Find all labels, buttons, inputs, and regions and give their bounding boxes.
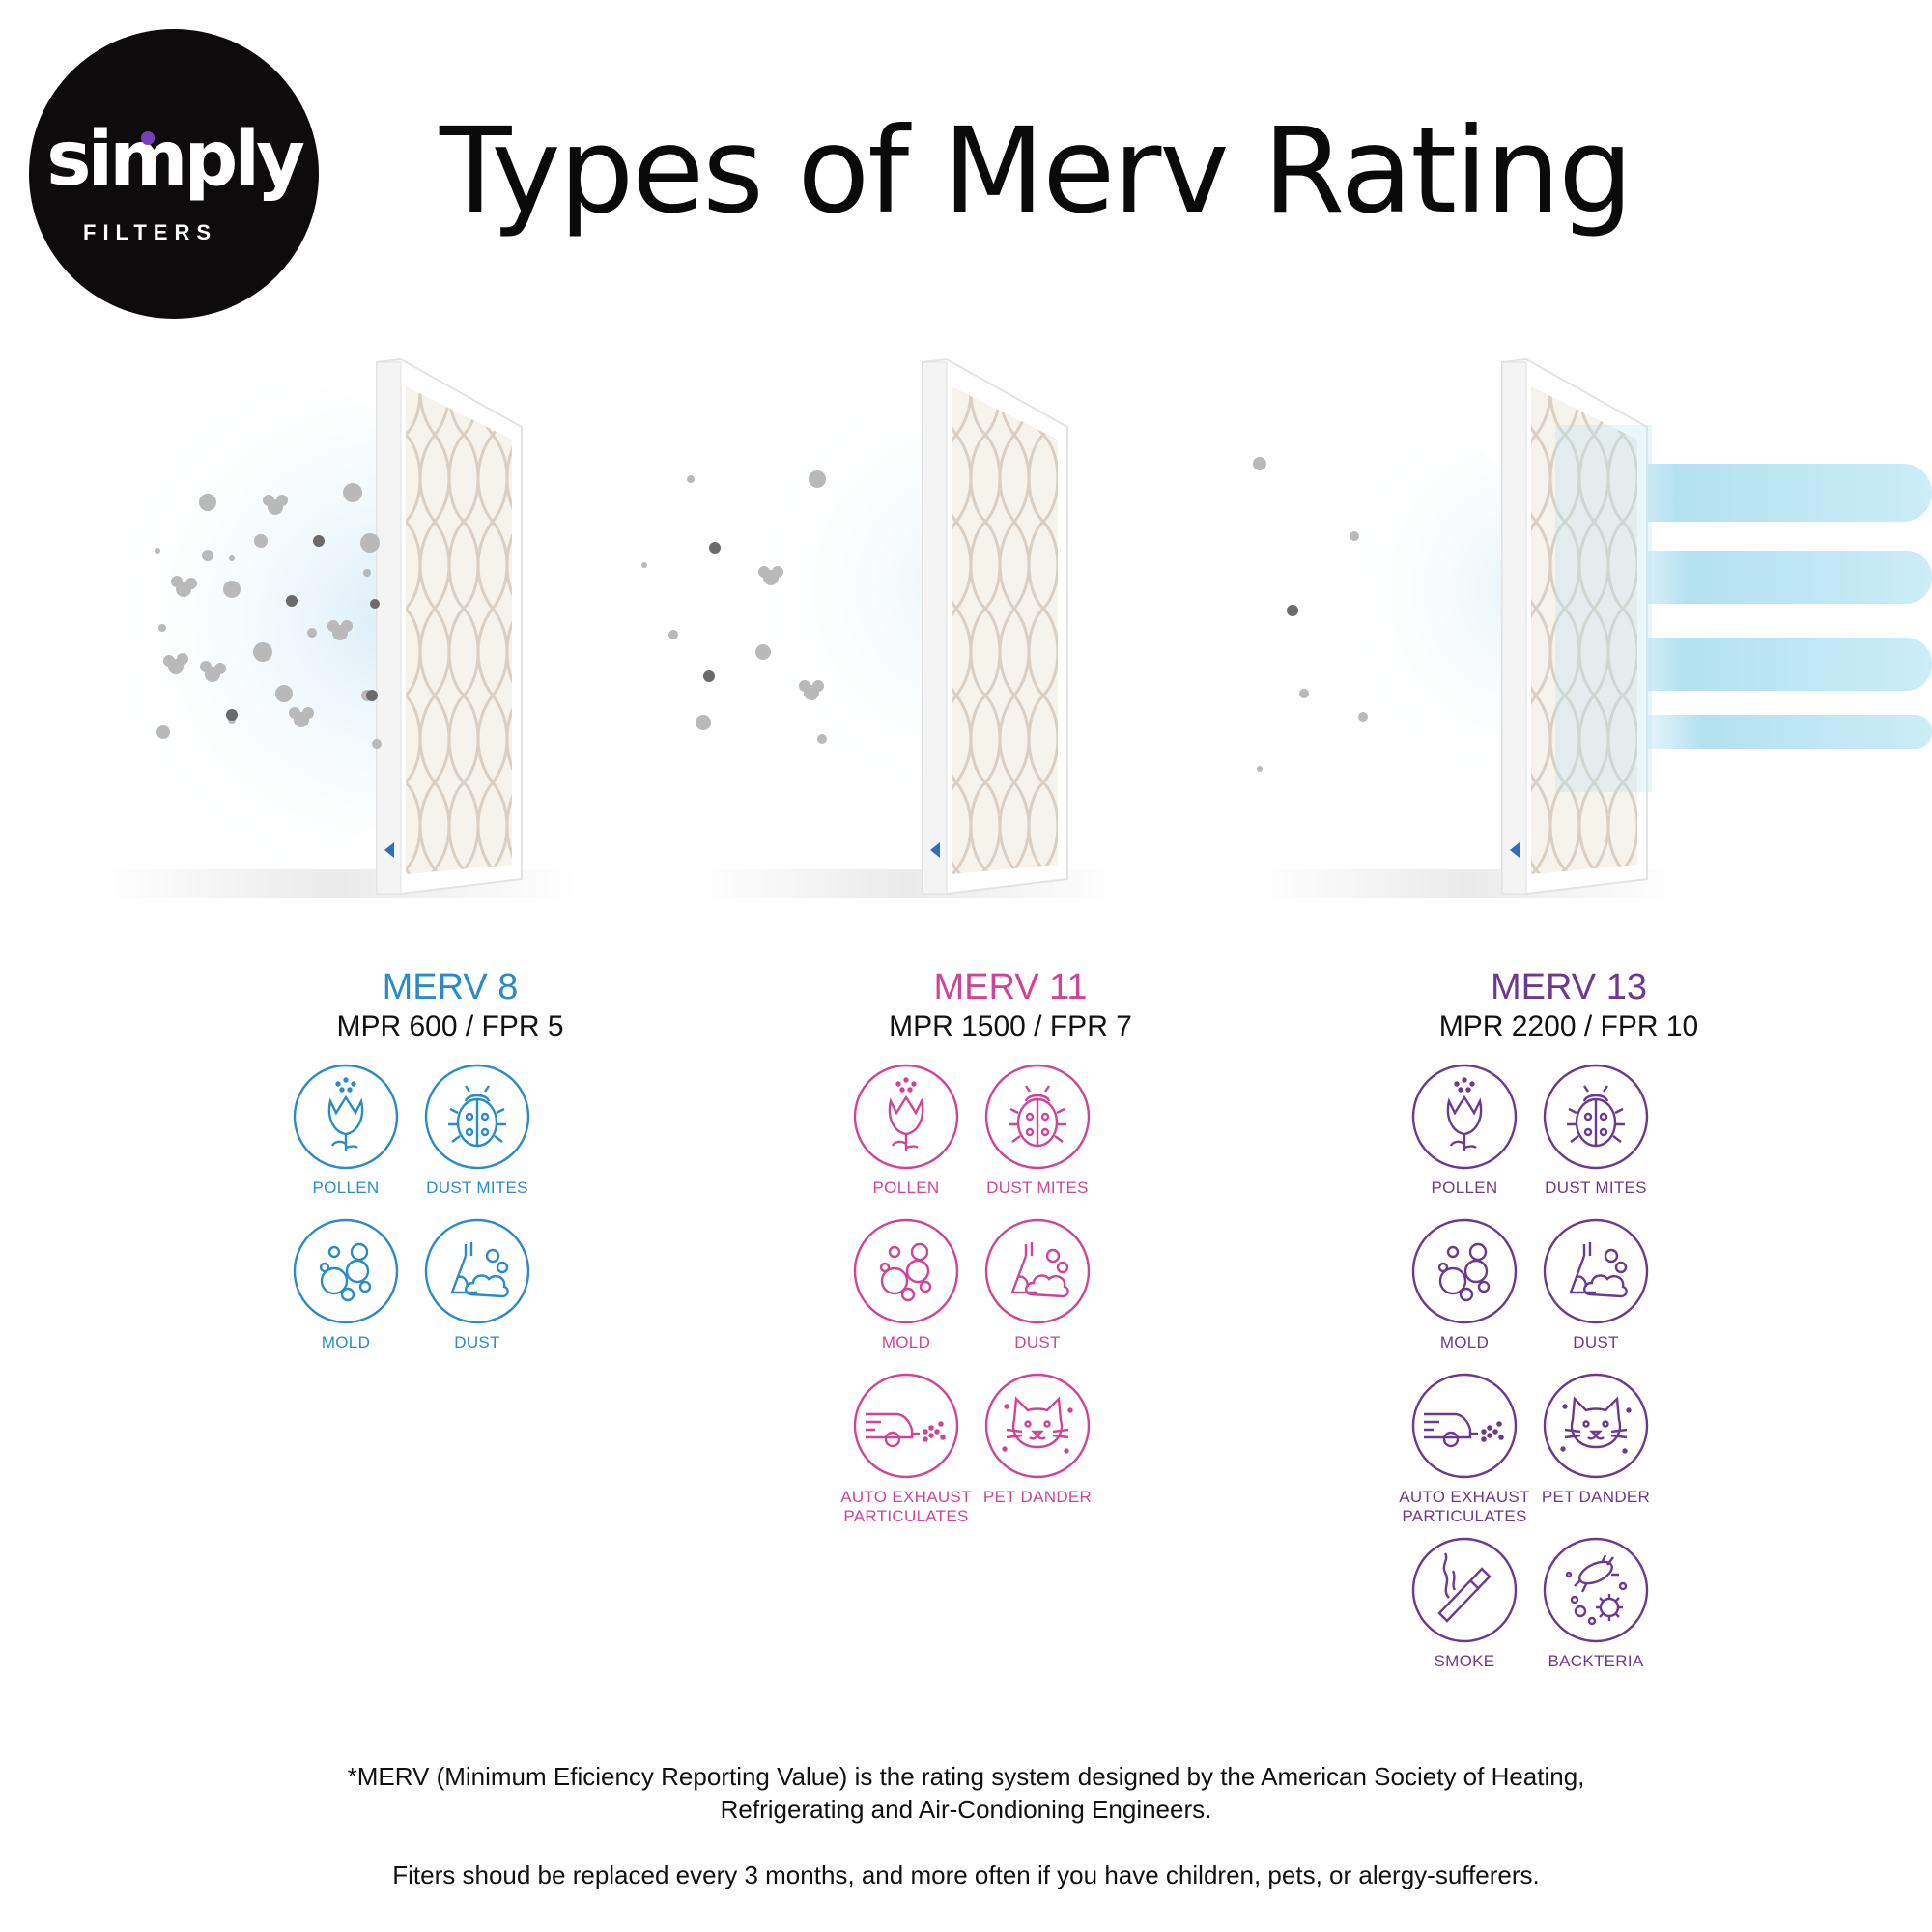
cat-icon (984, 1373, 1091, 1479)
contaminant-auto-exhaust: AUTO EXHAUST PARTICULATES (1387, 1372, 1542, 1526)
contaminant-pet-dander: PET DANDER (960, 1372, 1115, 1507)
contaminant-pet-dander: PET DANDER (1519, 1372, 1673, 1507)
contaminant-label: DUST (1573, 1333, 1619, 1351)
footnote-replacement: Fiters shoud be replaced every 3 months,… (392, 1861, 1540, 1889)
rating-title: MERV 13 (1491, 967, 1647, 1008)
tulip-icon (1411, 1064, 1518, 1170)
footnote-line: Refrigerating and Air-Condioning Enginee… (720, 1795, 1212, 1824)
rating-title: MERV 8 (382, 967, 519, 1008)
contaminant-auto-exhaust: AUTO EXHAUST PARTICULATES (829, 1372, 983, 1526)
rating-column-merv8: MERV 8 MPR 600 / FPR 5 POLLEN DUST MITES (247, 966, 653, 1351)
rating-subtitle: MPR 2200 / FPR 10 (1438, 1010, 1699, 1042)
ladybug-icon (424, 1064, 530, 1170)
contaminant-label: MOLD (321, 1333, 371, 1351)
contaminant-label: DUST (454, 1333, 500, 1351)
contaminant-label: PET DANDER (982, 1488, 1093, 1506)
contaminant-label: POLLEN (312, 1179, 380, 1197)
dust-icon (984, 1218, 1091, 1324)
ladybug-icon (1543, 1064, 1649, 1170)
footnote-line: *MERV (Minimum Eficiency Reporting Value… (347, 1762, 1585, 1791)
contaminant-dust-mites: DUST MITES (1519, 1063, 1673, 1198)
contaminant-label: PET DANDER (1541, 1488, 1651, 1506)
contaminant-mold: MOLD (269, 1217, 423, 1352)
cat-icon (1543, 1373, 1649, 1479)
contaminant-dust-mites: DUST MITES (400, 1063, 554, 1198)
contaminant-label: POLLEN (872, 1179, 940, 1197)
mold-icon (853, 1218, 959, 1324)
contaminant-label: SMOKE (1434, 1652, 1495, 1670)
contaminant-smoke: SMOKE (1387, 1536, 1542, 1671)
brand-logo-word: simply (46, 116, 305, 203)
contaminant-dust-mites: DUST MITES (960, 1063, 1115, 1198)
contaminant-label: DUST MITES (1545, 1179, 1647, 1197)
car-exhaust-icon (1411, 1373, 1518, 1479)
contaminant-dust: DUST (400, 1217, 554, 1352)
brand-logo-dot (141, 131, 155, 145)
brand-logo-sub: FILTERS (83, 220, 218, 244)
contaminant-mold: MOLD (829, 1217, 983, 1352)
rating-title: MERV 11 (933, 967, 1088, 1008)
page-title: Types of Merv Rating (440, 102, 1634, 240)
rating-subtitle: MPR 1500 / FPR 7 (889, 1010, 1132, 1042)
dust-icon (424, 1218, 530, 1324)
bacteria-icon (1543, 1537, 1649, 1643)
tulip-icon (853, 1064, 959, 1170)
contaminant-dust: DUST (960, 1217, 1115, 1352)
dust-icon (1543, 1218, 1649, 1324)
brand-logo: simply FILTERS (29, 29, 319, 319)
contaminant-label: AUTO EXHAUST PARTICULATES (1399, 1488, 1530, 1525)
contaminant-pollen: POLLEN (269, 1063, 423, 1198)
footnote-definition: *MERV (Minimum Eficiency Reporting Value… (193, 1760, 1739, 1826)
cigarette-icon (1411, 1537, 1518, 1643)
car-exhaust-icon (853, 1373, 959, 1479)
contaminant-label: MOLD (1439, 1333, 1490, 1351)
contaminant-mold: MOLD (1387, 1217, 1542, 1352)
rating-column-merv11: MERV 11 MPR 1500 / FPR 7 POLLEN DUST MIT… (808, 966, 1213, 1525)
filter-illustration (0, 357, 1932, 898)
contaminant-label: DUST (1014, 1333, 1061, 1351)
contaminant-pollen: POLLEN (829, 1063, 983, 1198)
contaminant-label: DUST MITES (426, 1179, 528, 1197)
contaminant-bacteria: BACKTERIA (1519, 1536, 1673, 1671)
tulip-icon (293, 1064, 399, 1170)
mold-icon (1411, 1218, 1518, 1324)
contaminant-label: POLLEN (1431, 1179, 1498, 1197)
contaminant-dust: DUST (1519, 1217, 1673, 1352)
ladybug-icon (984, 1064, 1091, 1170)
rating-column-merv13: MERV 13 MPR 2200 / FPR 10 POLLEN DUST MI… (1366, 966, 1772, 1670)
rating-subtitle: MPR 600 / FPR 5 (336, 1010, 564, 1042)
contaminant-label: DUST MITES (986, 1179, 1089, 1197)
contaminant-label: BACKTERIA (1548, 1652, 1644, 1670)
contaminant-label: AUTO EXHAUST PARTICULATES (840, 1488, 972, 1525)
mold-icon (293, 1218, 399, 1324)
contaminant-label: MOLD (881, 1333, 931, 1351)
contaminant-pollen: POLLEN (1387, 1063, 1542, 1198)
